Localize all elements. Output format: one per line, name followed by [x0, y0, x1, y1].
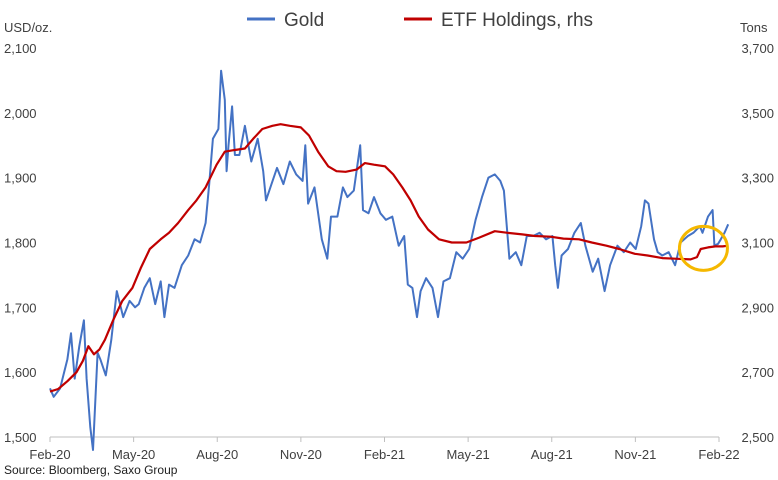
x-tick-label: May-20 — [112, 447, 155, 462]
x-tick-label: Aug-20 — [196, 447, 238, 462]
x-axis-ticks: Feb-20 May-20 Aug-20 Nov-20 Feb-21 May-21 Aug-… — [29, 437, 740, 462]
highlight-circle — [677, 224, 729, 272]
right-tick-label: 3,700 — [741, 41, 774, 56]
left-tick-label: 2,100 — [4, 41, 37, 56]
left-tick-label: 2,000 — [4, 106, 37, 121]
series-line-gold — [49, 69, 730, 451]
right-tick-label: 3,500 — [741, 106, 774, 121]
left-axis-title: USD/oz. — [4, 20, 52, 35]
right-axis-ticks: 2,500 2,700 2,900 3,100 3,300 3,500 3,700 — [741, 41, 774, 445]
left-tick-label: 1,900 — [4, 171, 37, 186]
series-line-etf — [49, 123, 729, 393]
x-tick-label: Nov-21 — [614, 447, 656, 462]
legend-label-gold: Gold — [284, 10, 324, 31]
legend-label-etf: ETF Holdings, rhs — [441, 10, 593, 31]
left-tick-label: 1,600 — [4, 365, 37, 380]
source-note: Source: Bloomberg, Saxo Group — [4, 463, 178, 477]
left-axis-ticks: 1,500 1,600 1,700 1,800 1,900 2,000 2,100 — [4, 41, 37, 445]
x-tick-label: Feb-20 — [29, 447, 70, 462]
right-tick-label: 2,900 — [741, 300, 774, 315]
left-tick-label: 1,700 — [4, 300, 37, 315]
right-tick-label: 2,500 — [741, 430, 774, 445]
x-tick-label: Aug-21 — [531, 447, 573, 462]
x-tick-label: Feb-21 — [364, 447, 405, 462]
legend: Gold ETF Holdings, rhs — [247, 10, 593, 31]
right-tick-label: 2,700 — [741, 365, 774, 380]
left-tick-label: 1,500 — [4, 430, 37, 445]
x-tick-label: May-21 — [446, 447, 489, 462]
left-tick-label: 1,800 — [4, 236, 37, 251]
x-tick-label: Nov-20 — [280, 447, 322, 462]
right-tick-label: 3,300 — [741, 171, 774, 186]
x-tick-label: Feb-22 — [698, 447, 739, 462]
right-axis-title: Tons — [740, 20, 768, 35]
right-tick-label: 3,100 — [741, 236, 774, 251]
